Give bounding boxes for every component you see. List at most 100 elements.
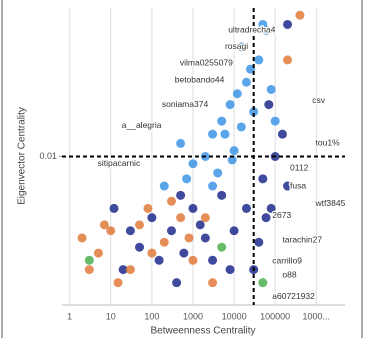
point xyxy=(258,278,268,288)
point xyxy=(261,213,271,223)
x-tick-label: 100 xyxy=(144,311,159,321)
point xyxy=(266,203,276,213)
x-tick-label: 1000 xyxy=(183,311,203,321)
annotation: 0112 xyxy=(290,162,309,172)
x-tick-label: 100000 xyxy=(260,311,290,321)
reference-lines xyxy=(62,8,345,305)
annotation: o88 xyxy=(282,270,296,280)
annotation: sitipacarnic xyxy=(98,158,141,168)
point xyxy=(254,55,264,65)
annotation: soniama374 xyxy=(162,99,209,109)
point xyxy=(93,248,103,258)
point xyxy=(264,100,274,110)
annotation: ultradrecha4 xyxy=(228,25,276,35)
point xyxy=(147,248,157,258)
point xyxy=(195,220,205,230)
point xyxy=(225,265,235,275)
point xyxy=(182,174,192,184)
point xyxy=(283,19,293,29)
point xyxy=(241,203,251,213)
point xyxy=(213,168,223,178)
point xyxy=(266,84,276,94)
point xyxy=(99,220,109,230)
point xyxy=(220,129,230,139)
point xyxy=(245,64,255,74)
point xyxy=(232,89,242,99)
point xyxy=(77,233,87,243)
point xyxy=(172,278,182,288)
point xyxy=(176,138,186,148)
point xyxy=(166,226,176,236)
y-axis-title: Eigenvector Centrality xyxy=(17,107,28,205)
point xyxy=(217,190,227,200)
point xyxy=(229,146,239,156)
x-tick-label: 1000... xyxy=(303,311,331,321)
point xyxy=(236,122,246,132)
point xyxy=(225,100,235,110)
point xyxy=(200,233,210,243)
x-tick-label: 10 xyxy=(106,311,116,321)
points xyxy=(77,10,305,288)
point xyxy=(125,226,135,236)
point xyxy=(125,265,135,275)
annotation: a__alegria xyxy=(122,120,162,130)
point xyxy=(113,278,123,288)
annotation: a60721932 xyxy=(272,291,315,301)
annotation: betobando44 xyxy=(175,74,225,84)
annotation: tou1% xyxy=(316,138,341,148)
point xyxy=(227,155,237,165)
point xyxy=(249,107,259,117)
point xyxy=(188,255,198,265)
point xyxy=(135,220,145,230)
point xyxy=(176,190,186,200)
point xyxy=(106,226,116,236)
point xyxy=(254,237,264,247)
annotation: rosagi xyxy=(225,41,248,51)
point xyxy=(283,181,293,191)
annotation: carrillo9 xyxy=(272,255,302,265)
point xyxy=(84,255,94,265)
annotation: fusa xyxy=(290,180,306,190)
point xyxy=(159,181,169,191)
point xyxy=(184,233,194,243)
annotations: ultradrecha4 rosagi vilma0255079 betobando4… xyxy=(96,23,346,302)
x-axis-title: Betweenness Centrality xyxy=(150,326,255,337)
point xyxy=(236,42,246,52)
point xyxy=(143,203,153,213)
point xyxy=(188,203,198,213)
point xyxy=(188,159,198,169)
point xyxy=(176,213,186,223)
point xyxy=(208,255,218,265)
point xyxy=(277,129,287,139)
point xyxy=(270,116,280,126)
point xyxy=(166,196,176,206)
point xyxy=(229,226,239,236)
point xyxy=(118,265,128,275)
x-tick-label: 10000 xyxy=(222,311,247,321)
point xyxy=(283,55,293,65)
point xyxy=(217,242,227,252)
point xyxy=(135,242,145,252)
point xyxy=(258,174,268,184)
point xyxy=(208,278,218,288)
point xyxy=(84,265,94,275)
point xyxy=(179,248,189,258)
point xyxy=(109,203,119,213)
point xyxy=(208,181,218,191)
point xyxy=(241,77,251,87)
y-tick-label: 0.01 xyxy=(39,151,57,161)
point xyxy=(217,116,227,126)
point xyxy=(208,129,218,139)
annotation: csv xyxy=(312,95,326,105)
point xyxy=(200,213,210,223)
point xyxy=(159,237,169,247)
annotation: tarachin27 xyxy=(282,234,322,244)
annotation: vilma0255079 xyxy=(180,58,233,68)
point xyxy=(295,10,305,20)
annotation: wtf3845 xyxy=(315,198,346,208)
point xyxy=(147,213,157,223)
x-tick-label: 1 xyxy=(67,311,72,321)
point xyxy=(258,19,268,29)
